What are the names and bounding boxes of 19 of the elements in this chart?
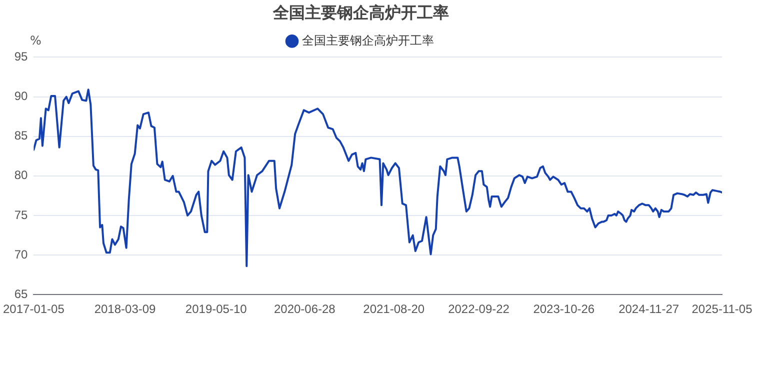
y-axis-title: % xyxy=(30,33,42,48)
y-tick-label: 80 xyxy=(14,168,28,182)
x-tick-label: 2022-09-22 xyxy=(448,302,510,316)
legend-label: 全国主要钢企高炉开工率 xyxy=(302,33,434,48)
y-tick-label: 65 xyxy=(14,286,28,301)
chart-title: 全国主要钢企高炉开工率 xyxy=(272,2,449,22)
y-tick-label: 95 xyxy=(14,50,28,64)
x-tick-label: 2018-03-09 xyxy=(94,302,156,316)
x-tick-label: 2025-11-05 xyxy=(692,302,753,316)
x-tick-label: 2019-05-10 xyxy=(185,302,248,316)
y-tick-label: 85 xyxy=(14,128,28,143)
x-tick-label: 2020-06-28 xyxy=(274,302,336,316)
x-tick-label: 2021-08-20 xyxy=(363,302,425,316)
y-tick-label: 75 xyxy=(14,208,28,222)
x-tick-label: 2023-10-26 xyxy=(533,302,595,316)
x-tick-label: 2024-11-27 xyxy=(618,302,680,316)
y-tick-label: 70 xyxy=(14,247,28,262)
y-tick-label: 90 xyxy=(14,89,28,104)
x-tick-label: 2017-01-05 xyxy=(2,302,65,316)
